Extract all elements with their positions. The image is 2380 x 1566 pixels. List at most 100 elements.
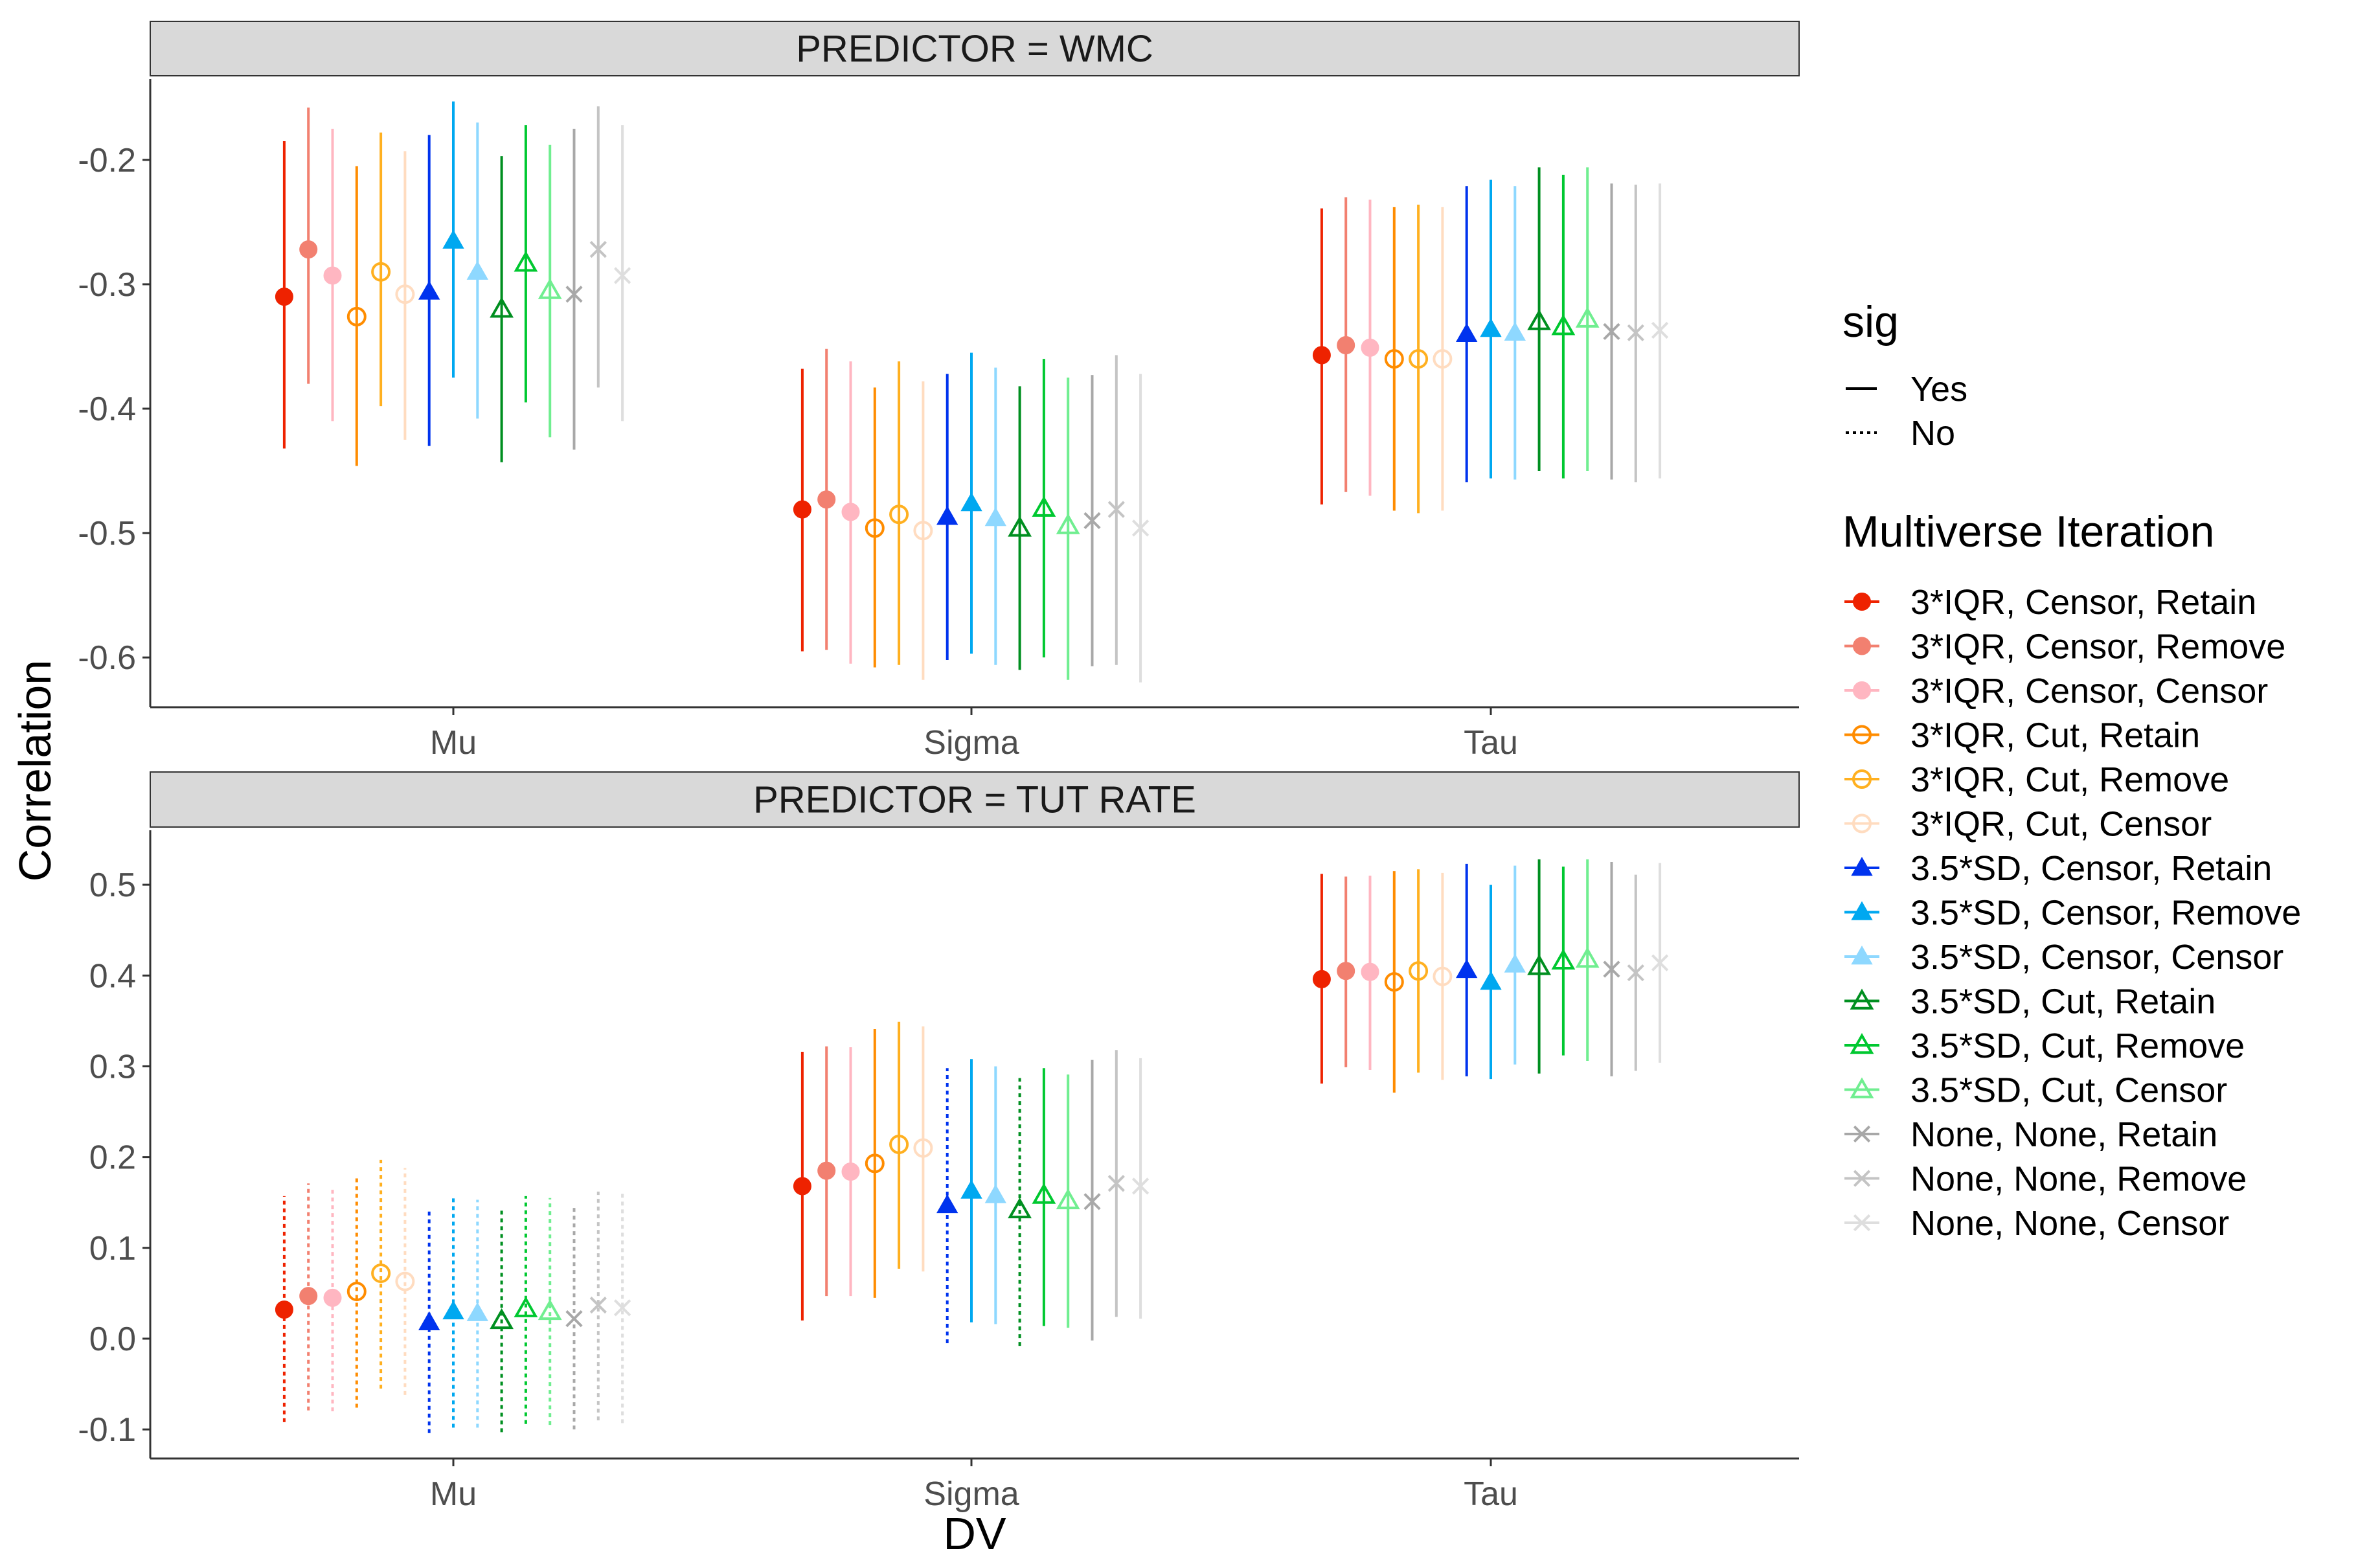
point-marker: [371, 262, 391, 282]
legend-key-marker: [1850, 1077, 1874, 1098]
legend-label: None, None, Remove: [1910, 1160, 2247, 1199]
point-marker: [1056, 1188, 1080, 1210]
point-marker: [323, 1288, 342, 1307]
point-marker: [865, 1153, 885, 1174]
point-marker: [514, 251, 538, 272]
x-tick-label: Sigma: [924, 724, 1019, 762]
facet-strip-title: PREDICTOR = WMC: [796, 28, 1153, 70]
x-tick-label: Tau: [1464, 1475, 1518, 1513]
point-marker: [1504, 953, 1526, 973]
legend-label: 3*IQR, Cut, Remove: [1910, 760, 2229, 799]
point-marker: [1504, 321, 1526, 341]
point-marker: [1083, 512, 1101, 529]
legend-iteration: Multiverse Iteration 3*IQR, Censor, Retai…: [1842, 507, 2301, 1243]
point-marker: [299, 1287, 318, 1306]
point-marker: [1008, 1197, 1032, 1219]
point-marker: [1409, 349, 1429, 369]
legend-label: 3*IQR, Cut, Censor: [1910, 805, 2212, 844]
point-marker: [514, 1296, 538, 1317]
point-marker: [817, 490, 836, 509]
legend-label: 3*IQR, Censor, Censor: [1910, 672, 2268, 710]
legend-label: 3.5*SD, Censor, Remove: [1910, 894, 2301, 933]
point-marker: [889, 505, 909, 525]
point-marker: [817, 1161, 836, 1180]
point-marker: [1409, 961, 1429, 981]
point-marker: [1384, 349, 1404, 369]
point-marker: [960, 1179, 982, 1199]
point-marker: [1361, 338, 1379, 357]
legend-label: 3.5*SD, Censor, Retain: [1910, 849, 2272, 888]
legend-sig-label: No: [1910, 414, 1955, 453]
point-marker: [1337, 962, 1355, 981]
facet-strip: [150, 21, 1800, 76]
point-marker: [538, 1299, 562, 1321]
point-marker: [538, 278, 562, 299]
x-tick-label: Mu: [430, 724, 477, 762]
y-tick-label: -0.6: [78, 639, 136, 677]
point-marker: [984, 1184, 1006, 1203]
point-marker: [466, 260, 488, 280]
legend-key-marker: [1850, 988, 1874, 1010]
point-marker: [1456, 959, 1478, 979]
point-marker: [1480, 318, 1502, 337]
point-marker: [466, 1302, 488, 1321]
point-marker: [442, 229, 464, 249]
point-marker: [1603, 960, 1620, 978]
legend-label: 3.5*SD, Cut, Retain: [1910, 982, 2216, 1021]
point-marker: [1627, 964, 1644, 982]
legend-key-marker: [1851, 901, 1873, 920]
point-marker: [1131, 1177, 1150, 1195]
point-marker: [1433, 966, 1453, 986]
point-marker: [1056, 513, 1080, 534]
point-marker: [1527, 309, 1551, 330]
legend-sig-title: sig: [1842, 297, 1899, 346]
point-marker: [1575, 306, 1600, 328]
legend-key-marker: [1850, 1033, 1874, 1054]
point-marker: [275, 1300, 293, 1319]
point-marker: [490, 1308, 514, 1330]
point-marker: [1107, 501, 1125, 518]
point-marker: [913, 521, 933, 541]
point-marker: [418, 1311, 440, 1330]
legend-key-marker: [1851, 857, 1873, 876]
facet-strip: [150, 771, 1800, 828]
legend-sig-label: Yes: [1910, 370, 1967, 409]
y-tick-label: 0.0: [89, 1321, 136, 1358]
point-marker: [613, 1299, 631, 1317]
point-marker: [1627, 324, 1644, 341]
legend-label: 3.5*SD, Censor, Censor: [1910, 938, 2284, 977]
point-marker: [793, 500, 811, 519]
point-marker: [1384, 972, 1404, 992]
legend-key-marker: [1852, 769, 1872, 789]
point-marker: [418, 280, 440, 300]
y-tick-label: 0.4: [89, 957, 136, 995]
y-tick-label: -0.2: [78, 142, 136, 179]
point-marker: [613, 267, 631, 284]
point-marker: [793, 1177, 811, 1196]
point-marker: [1575, 947, 1600, 968]
point-marker: [395, 1271, 415, 1291]
panel-1: PREDICTOR = WMC -0.2 -0.3 -0.4 -0.5 -0.6 Mu Sig…: [78, 21, 1800, 762]
point-marker: [1480, 971, 1502, 990]
point-marker: [565, 286, 583, 303]
legend-label: None, None, Censor: [1910, 1204, 2229, 1243]
point-marker: [1107, 1175, 1125, 1192]
legend-label: 3*IQR, Censor, Remove: [1910, 628, 2285, 666]
point-marker: [1527, 954, 1551, 975]
point-marker: [841, 503, 860, 521]
point-marker: [1433, 349, 1453, 369]
point-marker: [889, 1135, 909, 1154]
facet-strip-title: PREDICTOR = TUT RATE: [753, 779, 1196, 821]
point-marker: [371, 1264, 391, 1284]
panel-2: PREDICTOR = TUT RATE 0.5 0.4 0.3 0.2 0.1 0.0 -0…: [78, 771, 1800, 1513]
legend-label: 3.5*SD, Cut, Remove: [1910, 1027, 2245, 1065]
point-marker: [936, 506, 958, 525]
legend-key-marker: [1853, 637, 1871, 655]
point-marker: [1651, 954, 1669, 971]
y-tick-label: 0.2: [89, 1139, 136, 1177]
point-marker: [1083, 1193, 1101, 1210]
point-marker: [1008, 516, 1032, 537]
legend-key-marker: [1852, 813, 1872, 834]
point-marker: [346, 306, 367, 326]
point-marker: [589, 241, 607, 258]
